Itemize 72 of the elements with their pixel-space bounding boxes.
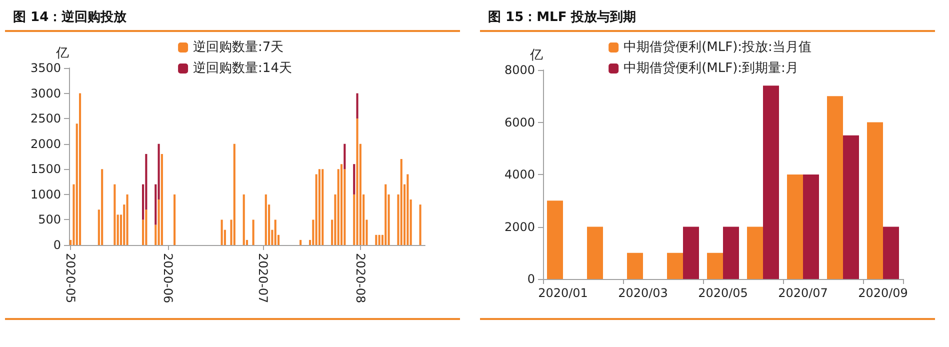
bar [300,240,302,245]
bar [763,86,779,279]
bar [378,234,380,245]
bar [174,194,176,245]
y-tick-label: 3000 [30,86,61,100]
bar [160,154,163,245]
bar [114,184,116,245]
y-tick-label: 1500 [30,162,61,176]
bar [242,194,245,245]
y-axis-title: 亿 [55,46,69,61]
bar [375,234,378,245]
bar [627,252,643,279]
bar [126,194,128,245]
bar [667,252,683,279]
x-tick-label: 2020-08 [353,253,368,304]
x-tick-label: 2020/07 [778,286,828,300]
y-tick-label: 2000 [30,136,61,151]
bar [344,144,346,170]
legend-label: 逆回购数量:14天 [193,61,292,76]
y-tick-label: 500 [38,212,61,227]
bar [843,135,859,279]
bar [322,169,324,245]
bar [384,184,387,245]
bar [707,252,723,279]
x-tick-label: 2020-06 [161,253,176,304]
bar [318,169,320,245]
y-tick-label: 3500 [30,61,61,75]
bar [867,122,883,279]
bar [252,220,254,245]
bar [883,226,899,279]
bar [547,200,563,279]
x-tick-label: 2020/03 [618,286,668,300]
bar [683,226,699,279]
bar [274,220,276,245]
bar [353,164,356,194]
bar [406,174,409,245]
bar [356,118,358,245]
legend-label: 逆回购数量:7天 [193,40,284,55]
y-tick-label: 0 [53,238,61,252]
y-tick-label: 0 [527,272,535,286]
y-tick-label: 2500 [30,112,61,126]
x-tick-label: 2020-05 [64,253,78,304]
x-tick-label: 2020/09 [858,286,908,300]
legend-label: 中期借贷便利(MLF):到期量:月 [624,61,798,76]
bar [787,174,803,279]
bar [587,226,603,279]
legend-label: 中期借贷便利(MLF):投放:当月值 [624,40,812,55]
y-tick-label: 2000 [504,220,535,234]
y-tick-label: 1000 [30,187,61,202]
y-axis-title: 亿 [529,48,543,63]
bar [827,96,843,279]
y-tick-label: 6000 [504,115,535,130]
y-tick-label: 4000 [504,168,535,182]
x-tick-label: 2020/05 [698,286,748,300]
bar [101,169,104,245]
bar [803,174,819,279]
bar [400,159,402,245]
bar [356,93,358,119]
y-tick-label: 8000 [504,63,535,77]
bar [340,164,343,245]
bar [79,93,82,245]
x-tick-label: 2020-07 [256,253,270,304]
bar [723,226,739,279]
chart-title: 图 14：逆回购投放 [13,9,128,25]
bar [419,204,422,245]
chart-title: 图 15：MLF 投放与到期 [488,10,636,25]
x-tick-label: 2020/01 [538,286,588,300]
bar [233,144,236,245]
bar [264,194,267,245]
bar [220,220,223,245]
bar [747,226,763,279]
bar [145,210,148,245]
